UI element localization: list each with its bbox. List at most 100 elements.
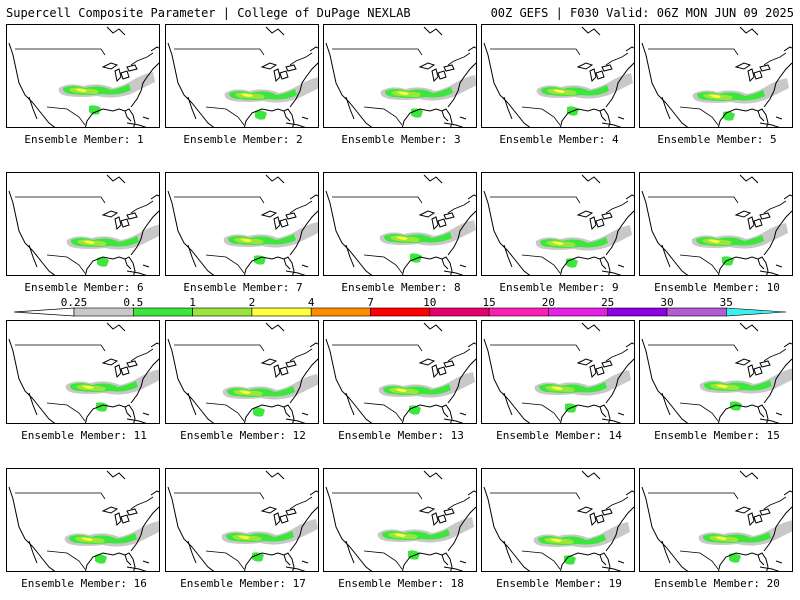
coastline (401, 552, 449, 571)
coastline (437, 514, 447, 524)
scp-shading (223, 222, 318, 265)
coastline (260, 506, 278, 514)
coastline (285, 122, 306, 127)
coastline (661, 540, 671, 564)
coastline (759, 270, 780, 275)
coastline (32, 546, 56, 571)
country-border (205, 402, 245, 422)
coastline (106, 470, 126, 480)
coastline (447, 506, 476, 552)
country-border (15, 196, 106, 204)
coastline (605, 506, 634, 552)
coastline (717, 404, 765, 423)
coastline (759, 212, 771, 220)
scp-shading (698, 520, 792, 563)
coastline (783, 194, 792, 200)
member-label: Ensemble Member: 12 (180, 429, 306, 442)
map-frame (323, 468, 477, 572)
country-border (289, 348, 313, 362)
coastline (8, 486, 34, 548)
coastline (507, 102, 531, 127)
coastline (459, 412, 467, 416)
coastline (301, 412, 309, 416)
scp-contour (81, 537, 93, 541)
legend-tick-label: 30 (660, 296, 673, 309)
legend-tick-label: 0.25 (61, 296, 88, 309)
map-frame (6, 320, 160, 424)
coastline (418, 210, 436, 218)
coastline (191, 102, 215, 127)
us-map (483, 174, 634, 275)
coastline (150, 194, 159, 200)
map-frame (481, 320, 635, 424)
coastline (665, 398, 689, 423)
map-frame (165, 24, 319, 128)
coastline (783, 46, 792, 52)
country-border (363, 106, 403, 126)
coastline (142, 116, 150, 120)
coastline (447, 62, 476, 108)
member-label: Ensemble Member: 3 (341, 133, 461, 146)
scp-contour (96, 402, 108, 412)
map-frame (639, 320, 793, 424)
map-frame (323, 24, 477, 128)
coastline (467, 342, 476, 348)
coastline (150, 490, 159, 496)
country-border (521, 106, 561, 126)
coastline (443, 122, 464, 127)
country-border (490, 492, 581, 500)
country-border (679, 254, 719, 274)
coastline (507, 250, 531, 275)
us-map (641, 174, 792, 275)
coastline (260, 210, 278, 218)
coastline (734, 506, 752, 514)
coastline (625, 342, 634, 348)
coastline (167, 338, 193, 400)
legend-swatch (133, 307, 193, 317)
coastline (120, 218, 130, 228)
coastline (443, 64, 455, 72)
country-border (174, 492, 265, 500)
legend-tick-label: 35 (720, 296, 733, 309)
scp-shading (66, 224, 159, 267)
coastline (142, 264, 150, 268)
us-map (641, 322, 792, 423)
map-frame (165, 172, 319, 276)
coastline (753, 366, 763, 376)
coastline (8, 338, 34, 400)
coastline (747, 364, 755, 379)
coastline (783, 342, 792, 348)
legend-swatch (488, 307, 549, 317)
coastline (28, 392, 38, 416)
coastline (599, 404, 611, 423)
coastline (763, 506, 792, 552)
scp-contour (240, 238, 252, 242)
scp-contour (550, 538, 562, 542)
coastline (601, 418, 622, 423)
member-panel: Ensemble Member: 16 (6, 468, 164, 592)
us-map (8, 470, 159, 571)
coastline (423, 26, 443, 36)
coastline (8, 190, 34, 252)
color-scale-legend: 0.25 0.5 1 2 4 7 10 15 20 25 30 35 (0, 296, 800, 320)
coastline (283, 108, 295, 127)
coastline (559, 552, 607, 571)
coastline (595, 514, 605, 524)
coastline (734, 62, 752, 70)
member-panel: Ensemble Member: 15 (639, 320, 797, 444)
coastline (265, 470, 285, 480)
coastline (283, 552, 295, 571)
coastline (130, 506, 159, 552)
coastline (459, 264, 467, 268)
coastline (601, 508, 613, 516)
coastline (753, 514, 763, 524)
coastline (443, 270, 464, 275)
coastline (617, 116, 625, 120)
coastline (126, 508, 138, 516)
coastline (126, 566, 147, 571)
scp-contour (394, 533, 406, 537)
country-border (447, 52, 471, 66)
scp-shading (691, 223, 788, 266)
member-label: Ensemble Member: 8 (341, 281, 461, 294)
coastline (345, 244, 355, 268)
